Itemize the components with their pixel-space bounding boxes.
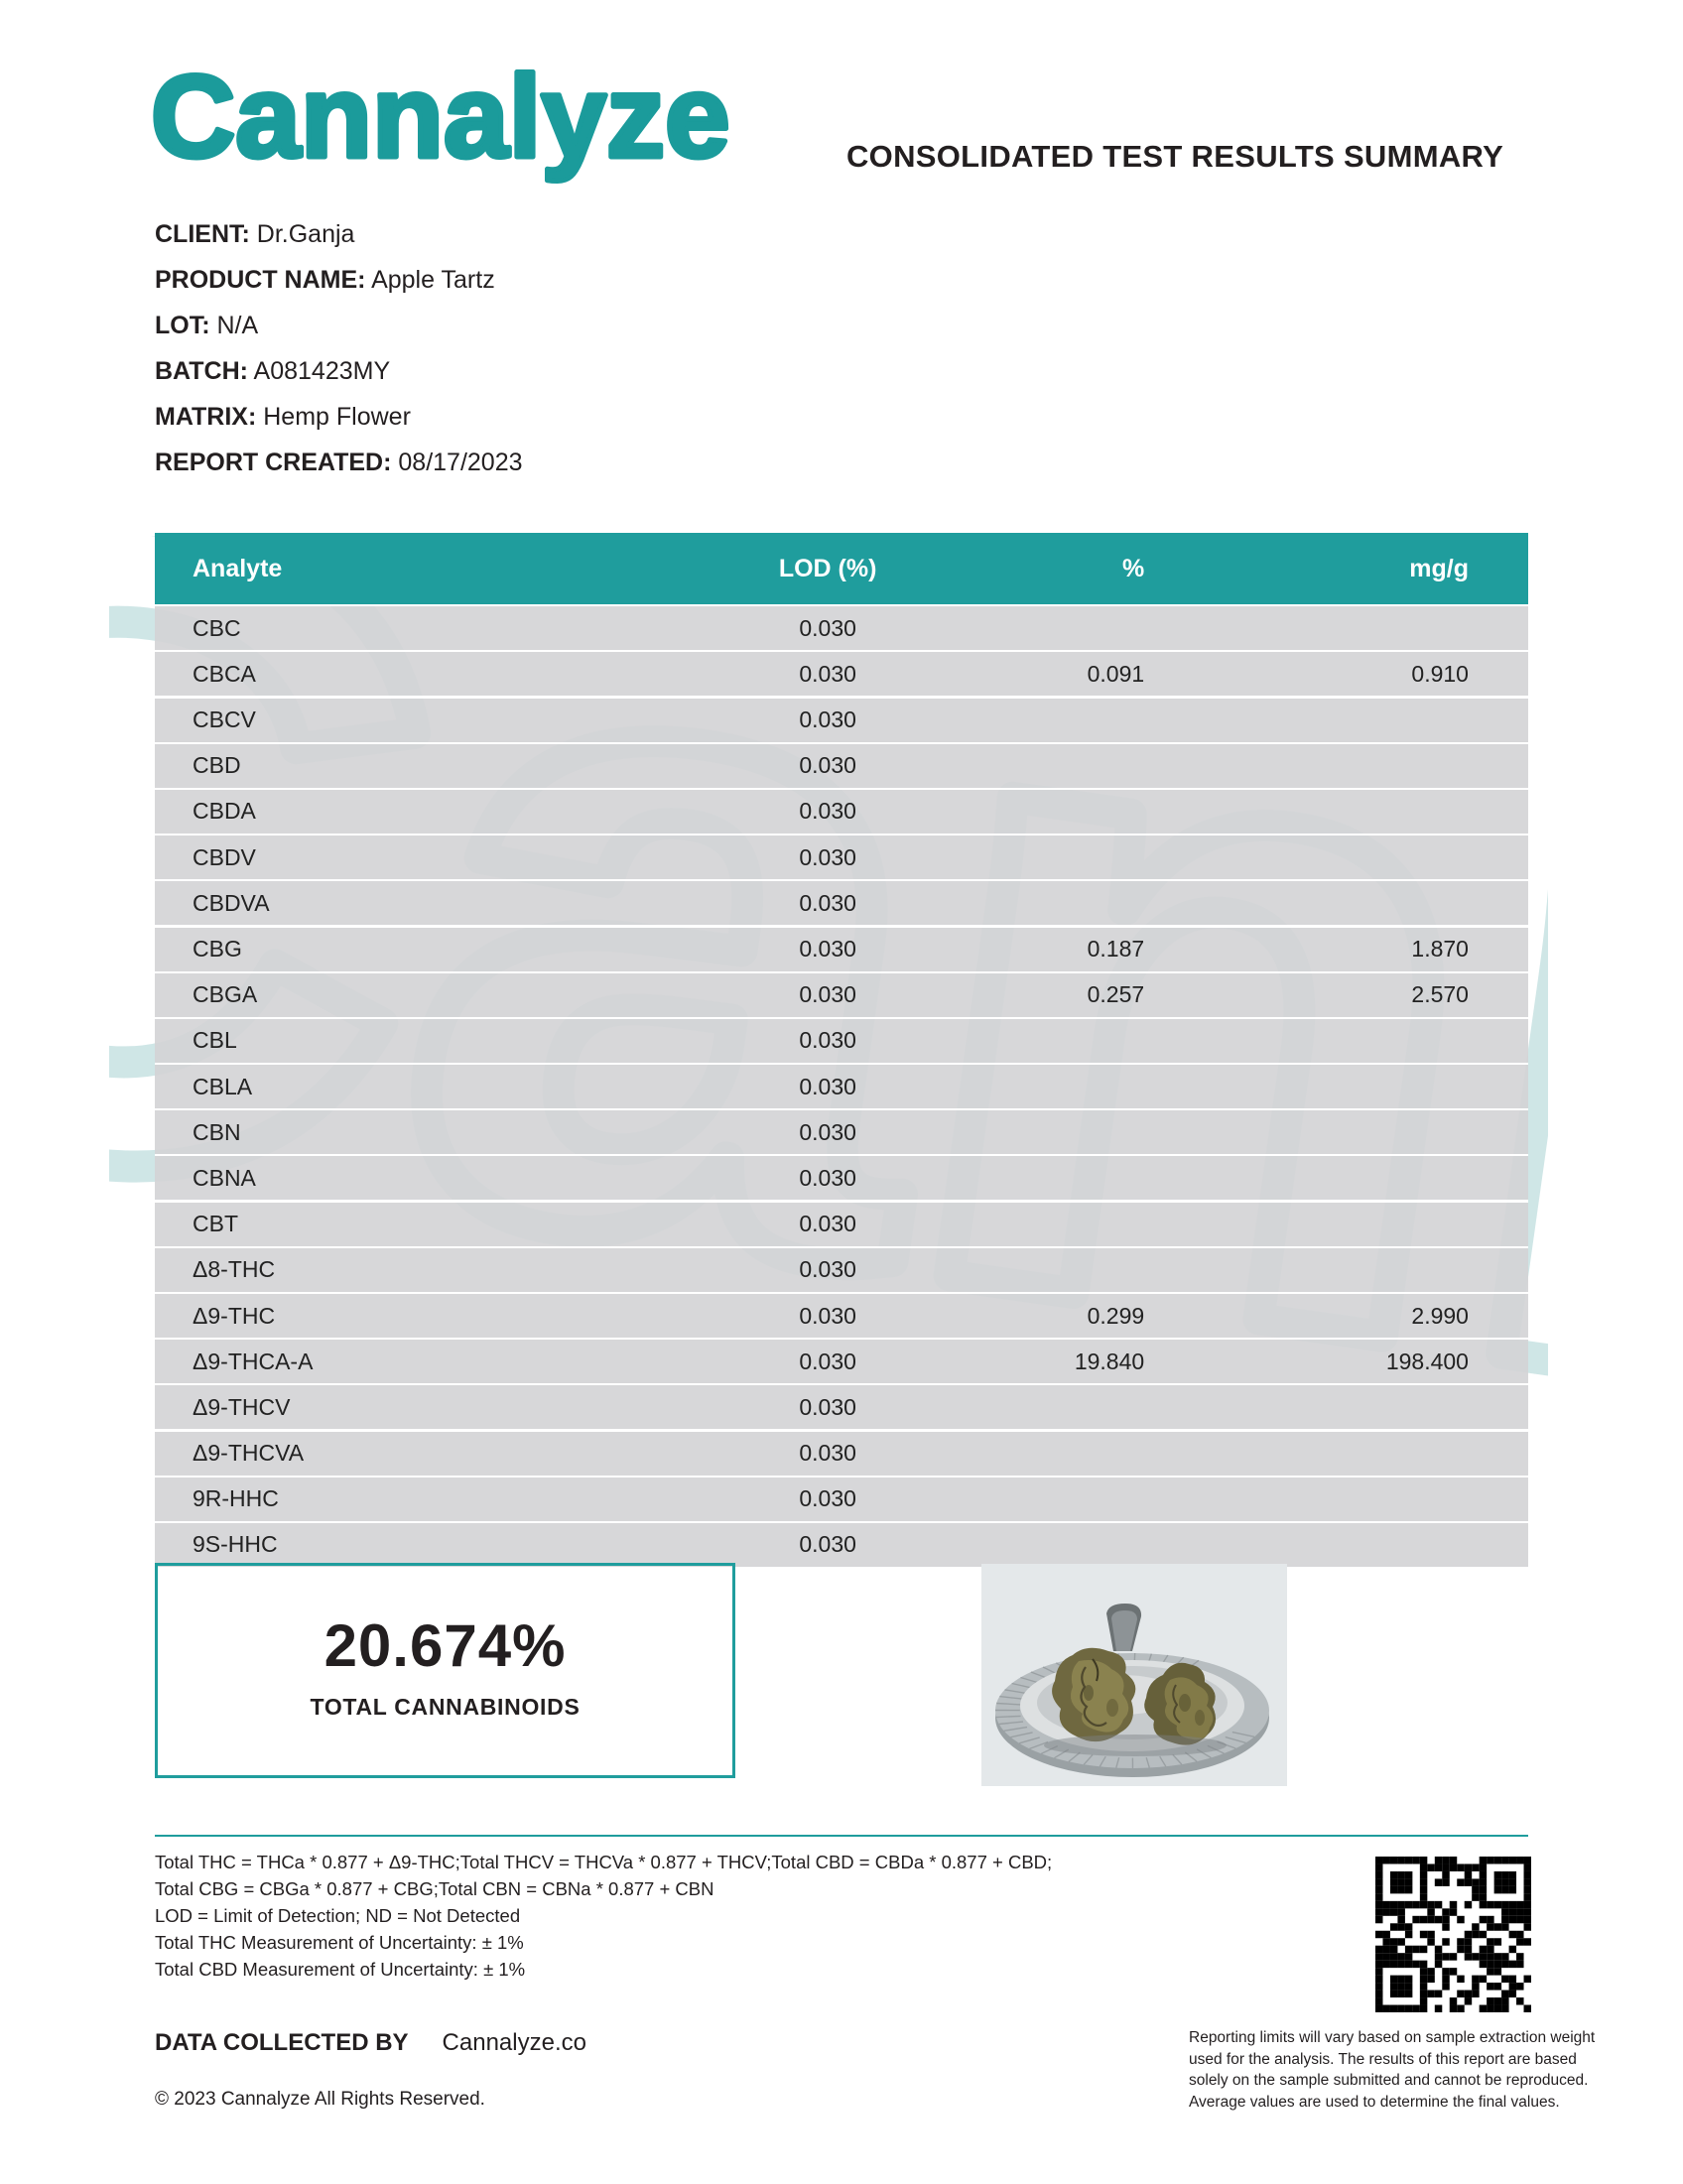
svg-text:Cannalyze: Cannalyze: [151, 52, 730, 183]
